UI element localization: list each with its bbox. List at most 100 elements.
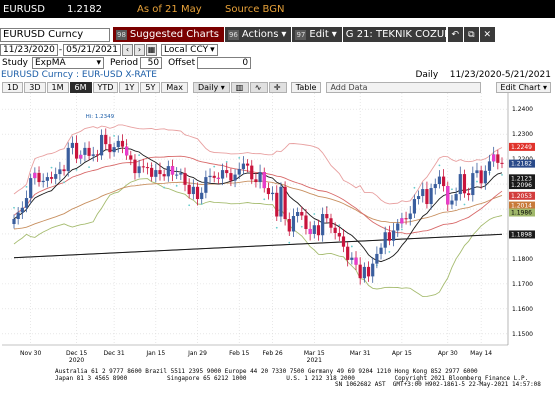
candle-body: [416, 196, 421, 200]
candle-body: [66, 147, 70, 172]
candle-body: [195, 186, 200, 200]
candle-body: [300, 212, 304, 216]
psar-dot: [400, 228, 403, 231]
study-select[interactable]: ExpMA ▾: [32, 56, 104, 69]
last-value-tag: [509, 159, 535, 168]
candle-body: [450, 200, 454, 205]
candle-body: [362, 266, 366, 279]
chevron-left-icon[interactable]: ‹: [122, 43, 133, 56]
y-tick-label: 1.2300: [512, 131, 533, 138]
edit-button[interactable]: 97 Edit ▾: [292, 27, 342, 42]
restore-icon[interactable]: ⧉: [463, 27, 479, 42]
candle-icon[interactable]: ▥: [230, 81, 249, 93]
psar-dot: [163, 186, 166, 189]
line-icon[interactable]: ∿: [249, 81, 268, 93]
candle-body: [437, 176, 442, 185]
candle-body: [112, 147, 116, 153]
candle-body: [245, 163, 250, 166]
period-button-1m[interactable]: 1M: [46, 81, 69, 93]
price-chart[interactable]: Hi: 1.23491.24001.23001.22001.21001.2000…: [0, 93, 555, 369]
suggested-charts-label: Suggested Charts: [129, 29, 219, 40]
end-date-field[interactable]: 05/21/2021: [63, 43, 121, 56]
candle-body: [358, 264, 362, 279]
candle-body: [191, 186, 195, 195]
y-tick-label: 1.1800: [512, 256, 533, 263]
candle-body: [408, 213, 412, 219]
candle-highlight: [354, 257, 358, 265]
psar-dot: [476, 180, 478, 183]
x-tick-label: May 14: [470, 350, 492, 357]
candle-body: [70, 142, 74, 148]
calendar-icon[interactable]: ▦: [146, 43, 157, 56]
tab-title[interactable]: G 21: TEKNIK COZUMLEM…: [342, 27, 446, 42]
close-icon[interactable]: ✕: [479, 27, 495, 42]
ticker-symbol[interactable]: EURUSD: [3, 3, 45, 15]
candle-body: [487, 161, 492, 171]
actions-button[interactable]: 96 Actions ▾: [224, 27, 292, 42]
candle-body: [350, 257, 354, 260]
undo-icon[interactable]: ↶: [447, 27, 463, 42]
crosshair-icon[interactable]: ✛: [268, 81, 287, 93]
period-button-6m[interactable]: 6M: [69, 81, 92, 93]
start-date-field[interactable]: 11/23/2020: [0, 43, 58, 56]
add-data-field[interactable]: Add Data: [326, 81, 482, 93]
period-field[interactable]: 50: [140, 56, 163, 69]
psar-dot: [288, 241, 291, 244]
interval-select[interactable]: Daily ▾: [192, 81, 230, 93]
psar-dot: [413, 186, 416, 189]
candle-highlight: [400, 218, 404, 224]
currency-select[interactable]: Local CCY ▾: [161, 43, 218, 56]
ticker-source: Source BGN: [225, 3, 285, 15]
psar-dot: [451, 188, 453, 191]
footer-contacts: Australia 61 2 9777 8600 Brazil 5511 239…: [0, 368, 555, 400]
candle-body: [104, 134, 108, 145]
x-tick-label: Dec 31: [104, 350, 125, 357]
chevron-down-icon: ▾: [281, 29, 287, 40]
last-value-tag: [509, 142, 535, 151]
chart-header: EURUSD Curncy : EUR-USD X-RATE Daily 11/…: [0, 69, 555, 81]
chevron-down-icon: ▾: [96, 57, 101, 68]
candle-body: [141, 166, 145, 168]
candle-body: [241, 163, 246, 170]
x-tick-label: Dec 15: [66, 350, 87, 357]
offset-label: Offset: [168, 57, 196, 68]
x-tick-label: Apr 30: [438, 350, 458, 357]
chart-background: [0, 93, 555, 369]
psar-dot: [263, 198, 266, 201]
ma-long-line: [13, 155, 503, 235]
y-tick-label: 1.1500: [512, 331, 533, 338]
period-button-5y[interactable]: 5Y: [140, 81, 161, 93]
candle-body: [108, 144, 112, 153]
candle-body: [442, 176, 446, 187]
psar-dot: [438, 164, 441, 167]
candle-body: [212, 175, 216, 178]
last-value-label: 1.2182: [511, 161, 532, 168]
study-value: ExpMA: [35, 57, 66, 68]
period-button-1d[interactable]: 1D: [2, 81, 24, 93]
chevron-right-icon[interactable]: ›: [134, 43, 145, 56]
x-tick-label: Apr 15: [392, 350, 412, 357]
candle-body: [129, 155, 133, 160]
period-button-max[interactable]: Max: [161, 81, 188, 93]
period-button-1y[interactable]: 1Y: [119, 81, 140, 93]
period-button-3d[interactable]: 3D: [24, 81, 46, 93]
table-button[interactable]: Table: [290, 81, 322, 93]
candle-body: [220, 170, 225, 179]
date-range-row: 11/23/2020 - 05/21/2021 ‹ › ▦ Local CCY …: [0, 43, 555, 56]
x-tick-label: Feb 26: [263, 350, 283, 357]
suggested-charts-number: 98: [116, 29, 127, 40]
x-tick-label: Mar 31: [350, 350, 371, 357]
ma200-line: [13, 233, 503, 259]
candle-body: [333, 227, 337, 233]
security-field[interactable]: EURUSD Curncy: [0, 27, 110, 42]
edit-chart-button[interactable]: Edit Chart ▾: [496, 81, 551, 93]
offset-field[interactable]: 0: [197, 56, 252, 69]
candle-body: [458, 174, 462, 195]
candle-body: [116, 140, 120, 148]
candle-body: [179, 173, 183, 175]
last-value-label: 1.1986: [511, 210, 532, 217]
candle-body: [296, 212, 300, 217]
candle-body: [346, 246, 350, 260]
period-button-ytd[interactable]: YTD: [92, 81, 119, 93]
suggested-charts-button[interactable]: 98 Suggested Charts: [113, 27, 224, 42]
